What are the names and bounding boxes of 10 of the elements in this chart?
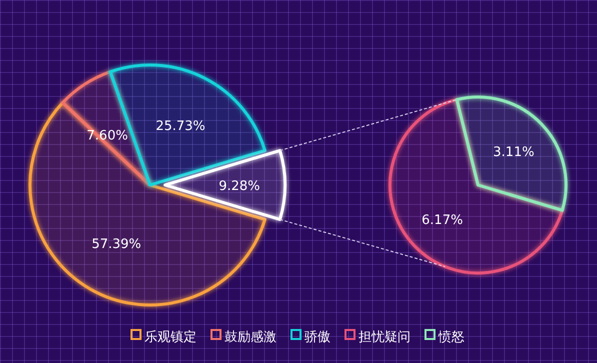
- legend-label: 骄傲: [304, 330, 330, 345]
- data-label: 6.17%: [422, 212, 463, 228]
- data-label: 57.39%: [92, 237, 142, 252]
- data-label: 9.28%: [218, 179, 260, 194]
- legend-label: 担忧疑问: [358, 330, 410, 345]
- data-label: 25.73%: [156, 119, 206, 134]
- data-label: 3.11%: [493, 145, 534, 160]
- legend-label: 鼓励感激: [224, 330, 276, 345]
- legend-label: 乐观镇定: [144, 330, 196, 345]
- legend-label: 愤怒: [438, 330, 464, 345]
